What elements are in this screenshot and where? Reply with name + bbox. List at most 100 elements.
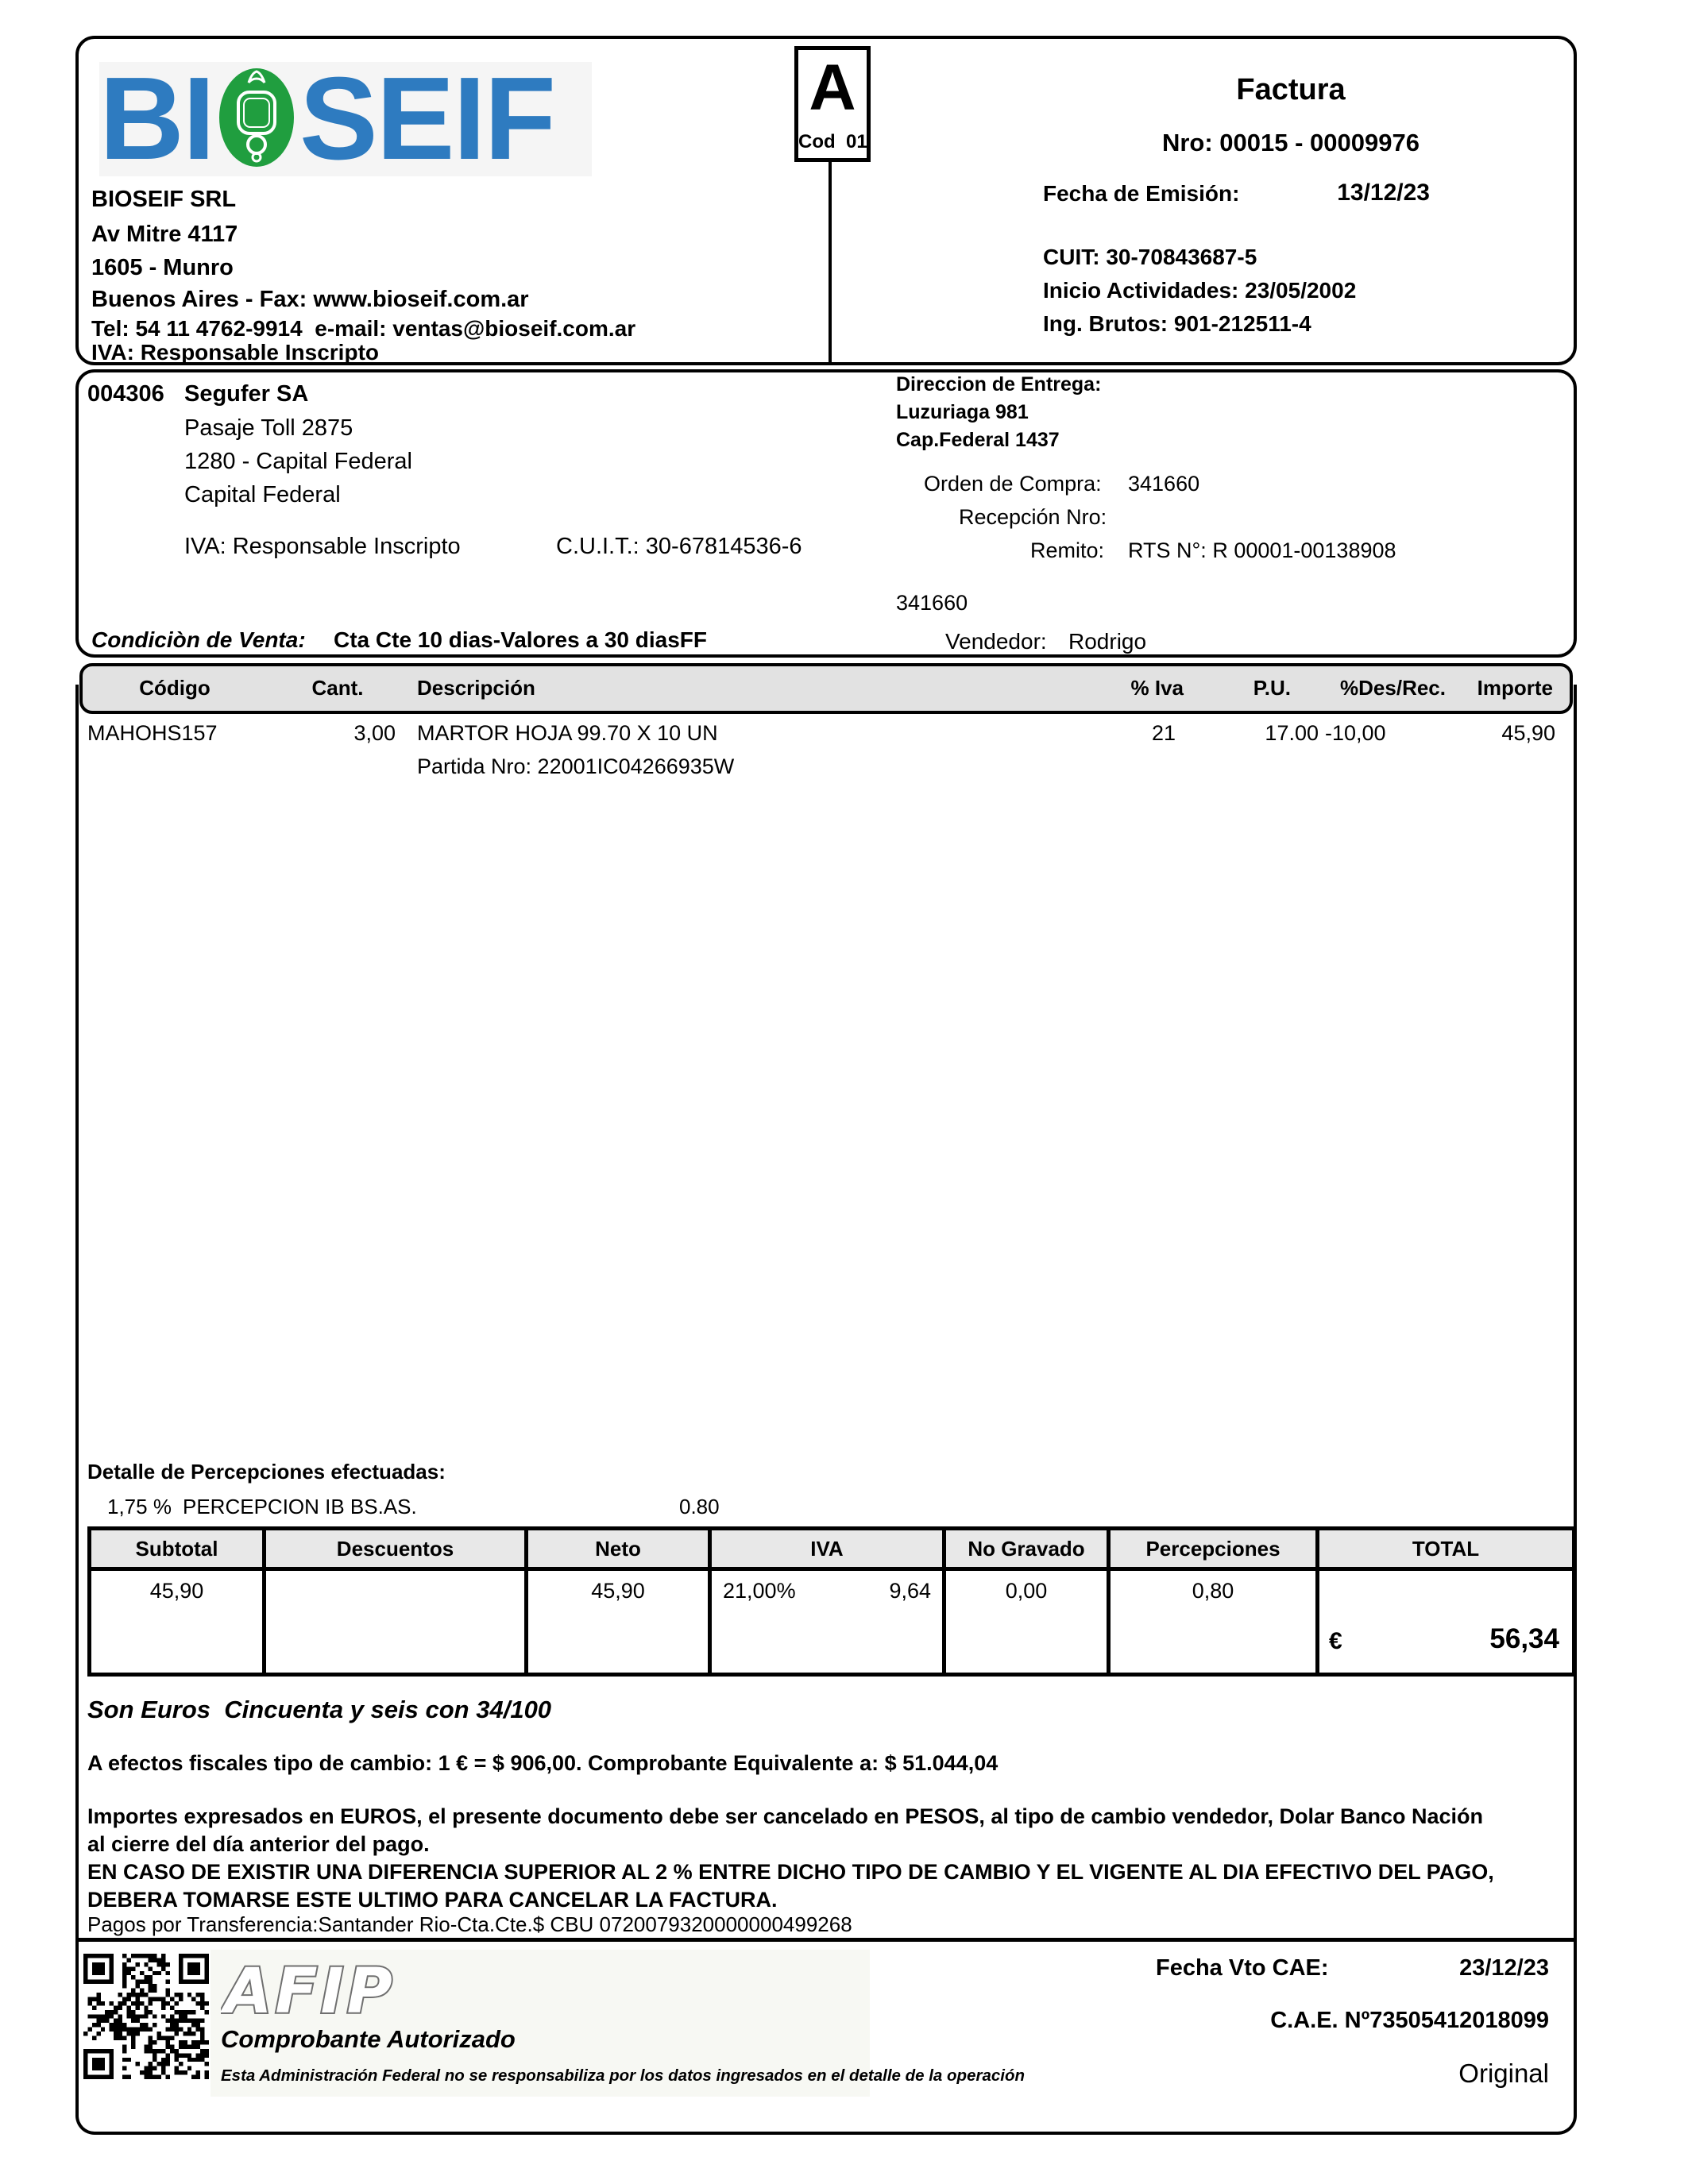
- customer-box: [75, 369, 1577, 658]
- totals-header-subtotal: Subtotal: [91, 1530, 262, 1567]
- totals-nogravado: 0,00: [946, 1571, 1107, 1673]
- percepcion-amount: 0.80: [679, 1495, 720, 1518]
- totals-header-descuentos: Descuentos: [266, 1530, 524, 1567]
- invoice-number: Nro: 00015 - 00009976: [1161, 129, 1420, 156]
- totals-descuentos: [266, 1571, 524, 1673]
- percepcion-concept: PERCEPCION IB BS.AS.: [183, 1495, 417, 1518]
- qr-code: [83, 1954, 209, 2083]
- customer-zip-city: 1280 - Capital Federal: [184, 449, 412, 474]
- delivery-address: Luzuriaga 981: [896, 401, 1029, 423]
- items-box: [75, 685, 1577, 2135]
- reception-label: Recepción Nro:: [959, 505, 1107, 529]
- fx-note: A efectos fiscales tipo de cambio: 1 € =…: [87, 1751, 999, 1775]
- seller-city: 1605 - Munro: [91, 255, 234, 280]
- logo-text-seif: SEIF: [299, 53, 556, 184]
- totals-iva-amount: 9,64: [889, 1579, 931, 1603]
- col-pu: P.U.: [1253, 676, 1291, 700]
- col-codigo: Código: [139, 676, 211, 700]
- seller-tel-email: Tel: 54 11 4762-9914 e-mail: ventas@bios…: [91, 316, 636, 341]
- totals-total-cell: € 56,34: [1319, 1571, 1572, 1673]
- item-desrec: -10,00: [1325, 721, 1386, 745]
- order-ref: 341660: [896, 591, 968, 615]
- seller-cuit: CUIT: 30-70843687-5: [1043, 245, 1257, 269]
- gas-mask-icon: [217, 65, 296, 174]
- invoice-letter: A: [809, 52, 856, 124]
- customer-iva: IVA: Responsable Inscripto: [184, 534, 461, 559]
- item-iva: 21: [1151, 721, 1176, 745]
- seller-name: BIOSEIF SRL: [91, 187, 237, 212]
- sale-condition-value: Cta Cte 10 dias-Valores a 30 diasFF: [334, 627, 707, 652]
- percepciones-title: Detalle de Percepciones efectuadas:: [87, 1460, 446, 1484]
- totals-header-total: TOTAL: [1319, 1530, 1572, 1567]
- percepcion-rate: 1,75 %: [107, 1495, 172, 1518]
- customer-cuit: C.U.I.T.: 30-67814536-6: [556, 534, 802, 559]
- item-importe: 45,90: [1501, 721, 1555, 745]
- company-logo: BI SEIF: [99, 53, 592, 184]
- totals-header-neto: Neto: [528, 1530, 708, 1567]
- cae-due-label: Fecha Vto CAE:: [1156, 1955, 1329, 1981]
- totals-header-nogravado: No Gravado: [946, 1530, 1107, 1567]
- item-description: MARTOR HOJA 99.70 X 10 UN: [417, 721, 718, 745]
- emission-date-value: 13/12/23: [1337, 179, 1430, 206]
- delivery-title: Direccion de Entrega:: [896, 373, 1102, 396]
- logo-text-bi: BI: [99, 53, 215, 184]
- seller-address: Av Mitre 4117: [91, 222, 238, 247]
- col-descripcion: Descripción: [417, 676, 535, 700]
- cae-due-value: 23/12/23: [1459, 1955, 1549, 1981]
- afip-authorized-label: Comprobante Autorizado: [221, 2025, 516, 2053]
- cae-number: C.A.E. Nº73505412018099: [1270, 2008, 1549, 2033]
- totals-neto: 45,90: [528, 1571, 708, 1673]
- seller-fax: Buenos Aires - Fax: www.bioseif.com.ar: [91, 287, 529, 312]
- afip-strip: [211, 1950, 870, 2097]
- gross-income: Ing. Brutos: 901-212511-4: [1043, 311, 1311, 336]
- col-iva: % Iva: [1130, 676, 1184, 700]
- item-code: MAHOHS157: [87, 721, 218, 745]
- item-description-lot: Partida Nro: 22001IC04266935W: [417, 754, 735, 778]
- afip-logo-text: AFIP: [221, 1956, 396, 2027]
- customer-code: 004306: [87, 381, 164, 407]
- emission-date-label: Fecha de Emisión:: [1043, 181, 1240, 206]
- activity-start: Inicio Actividades: 23/05/2002: [1043, 278, 1357, 303]
- totals-total: 56,34: [1489, 1623, 1559, 1654]
- legal-line-3: EN CASO DE EXISTIR UNA DIFERENCIA SUPERI…: [87, 1860, 1494, 1884]
- legal-line-2: al cierre del día anterior del pago.: [87, 1832, 430, 1856]
- totals-iva-cell: 21,00% 9,64: [712, 1571, 942, 1673]
- delivery-city: Cap.Federal 1437: [896, 429, 1060, 451]
- totals-iva-rate: 21,00%: [723, 1579, 796, 1603]
- copy-type: Original: [1458, 2059, 1549, 2088]
- remito-value: RTS N°: R 00001-00138908: [1128, 538, 1396, 562]
- amount-in-words: Son Euros Cincuenta y seis con 34/100: [87, 1696, 552, 1723]
- footer-divider: [75, 1938, 1577, 1942]
- doc-type-title: Factura: [1236, 73, 1346, 106]
- purchase-order-value: 341660: [1128, 472, 1200, 496]
- item-qty: 3,00: [353, 721, 396, 745]
- salesman-value: Rodrigo: [1068, 629, 1147, 654]
- afip-disclaimer: Esta Administración Federal no se respon…: [221, 2066, 1025, 2085]
- col-importe: Importe: [1477, 676, 1553, 700]
- items-header-bar: [79, 663, 1573, 714]
- remito-label: Remito:: [1030, 538, 1105, 562]
- col-desrec: %Des/Rec.: [1340, 676, 1446, 700]
- legal-line-4: DEBERA TOMARSE ESTE ULTIMO PARA CANCELAR…: [87, 1888, 778, 1912]
- header-divider-line: [829, 162, 832, 365]
- col-cant: Cant.: [311, 676, 364, 700]
- invoice-letter-box: A Cod 01: [794, 46, 871, 162]
- afip-logo: AFIP: [218, 1954, 427, 2031]
- invoice-letter-code: Cod 01: [798, 131, 867, 152]
- legal-line-1: Importes expresados en EUROS, el present…: [87, 1804, 1484, 1828]
- item-pu: 17.00: [1265, 721, 1319, 745]
- totals-header-percepciones: Percepciones: [1111, 1530, 1315, 1567]
- totals-header-iva: IVA: [712, 1530, 942, 1567]
- customer-province: Capital Federal: [184, 482, 341, 507]
- totals-percepciones: 0,80: [1111, 1571, 1315, 1673]
- currency-symbol: €: [1329, 1628, 1342, 1654]
- sale-condition-label: Condiciòn de Venta:: [91, 627, 306, 652]
- totals-subtotal: 45,90: [91, 1571, 262, 1673]
- payment-note: Pagos por Transferencia:Santander Rio-Ct…: [87, 1912, 852, 1936]
- totals-table: Subtotal Descuentos Neto IVA No Gravado …: [87, 1526, 1576, 1677]
- customer-name: Segufer SA: [184, 381, 309, 407]
- seller-iva: IVA: Responsable Inscripto: [91, 340, 379, 365]
- purchase-order-label: Orden de Compra:: [924, 472, 1102, 496]
- salesman-label: Vendedor:: [945, 629, 1047, 654]
